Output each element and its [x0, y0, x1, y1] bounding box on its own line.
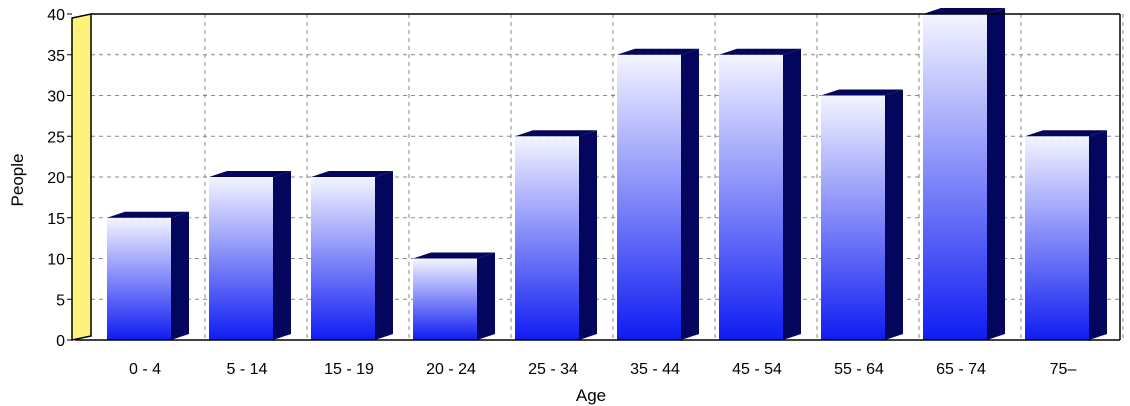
- bar-top: [515, 130, 597, 137]
- y-tick-label: 40: [47, 7, 65, 24]
- bar-side: [1089, 130, 1107, 340]
- gridlines: [75, 14, 1124, 340]
- bar-front: [923, 14, 987, 340]
- bar-side: [171, 211, 189, 340]
- bar: [413, 252, 495, 340]
- bar-front: [107, 217, 171, 340]
- bar-top: [617, 48, 699, 55]
- x-tick-label: 25 - 34: [528, 361, 578, 378]
- bar-front: [719, 54, 783, 340]
- y-tick-label: 30: [47, 89, 65, 106]
- bar-side: [681, 48, 699, 340]
- y-tick-labels: 0 5 10 15 20 25 30 35 40: [47, 7, 65, 350]
- chart-side-wall: [71, 13, 92, 341]
- axes: [67, 13, 1121, 341]
- y-tick-label: 5: [56, 292, 65, 309]
- bar: [821, 89, 903, 340]
- bar-side: [783, 48, 801, 340]
- bar-top: [923, 8, 1005, 14]
- bar-front: [413, 258, 477, 340]
- bar-front: [515, 136, 579, 340]
- y-tick-label: 15: [47, 211, 65, 228]
- bar-front: [311, 177, 375, 340]
- x-tick-label: 55 - 64: [834, 361, 884, 378]
- x-axis-title: Age: [576, 386, 606, 405]
- y-tick-label: 20: [47, 170, 65, 187]
- bar-side: [273, 171, 291, 340]
- chart-wall: [71, 13, 92, 341]
- bar-top: [719, 48, 801, 55]
- bar-top: [1025, 130, 1107, 137]
- x-tick-label: 5 - 14: [227, 361, 268, 378]
- bar-top: [107, 211, 189, 218]
- x-tick-labels: 0 - 4 5 - 14 15 - 19 20 - 24 25 - 34 35 - 44 4…: [129, 361, 1076, 378]
- bar-front: [209, 177, 273, 340]
- x-tick-label: 20 - 24: [426, 361, 476, 378]
- bar-top: [413, 252, 495, 259]
- bar: [515, 130, 597, 340]
- bar-front: [821, 95, 885, 340]
- bar-side: [375, 171, 393, 340]
- bar-side: [579, 130, 597, 340]
- bar-top: [821, 89, 903, 96]
- bar-side: [885, 89, 903, 340]
- bar: [209, 171, 291, 340]
- bar-top: [209, 171, 291, 177]
- bar-front: [617, 54, 681, 340]
- bar-side: [987, 8, 1005, 340]
- bars: [107, 8, 1107, 340]
- bar: [1025, 130, 1107, 340]
- y-tick-label: 25: [47, 129, 65, 146]
- bar: [311, 171, 393, 340]
- bar: [719, 48, 801, 340]
- x-tick-label: 35 - 44: [630, 361, 680, 378]
- y-tick-label: 0: [56, 333, 65, 350]
- y-tick-label: 10: [47, 252, 65, 269]
- x-tick-label: 75–: [1050, 361, 1077, 378]
- bar: [923, 8, 1005, 340]
- bar-side: [477, 252, 495, 340]
- bar-front: [1025, 136, 1089, 340]
- x-tick-label: 45 - 54: [732, 361, 782, 378]
- x-tick-label: 15 - 19: [324, 361, 374, 378]
- bar: [617, 48, 699, 340]
- x-tick-label: 0 - 4: [129, 361, 161, 378]
- y-axis-title: People: [8, 154, 27, 207]
- y-tick-label: 35: [47, 48, 65, 65]
- bar: [107, 211, 189, 340]
- x-tick-label: 65 - 74: [936, 361, 986, 378]
- bar-top: [311, 171, 393, 177]
